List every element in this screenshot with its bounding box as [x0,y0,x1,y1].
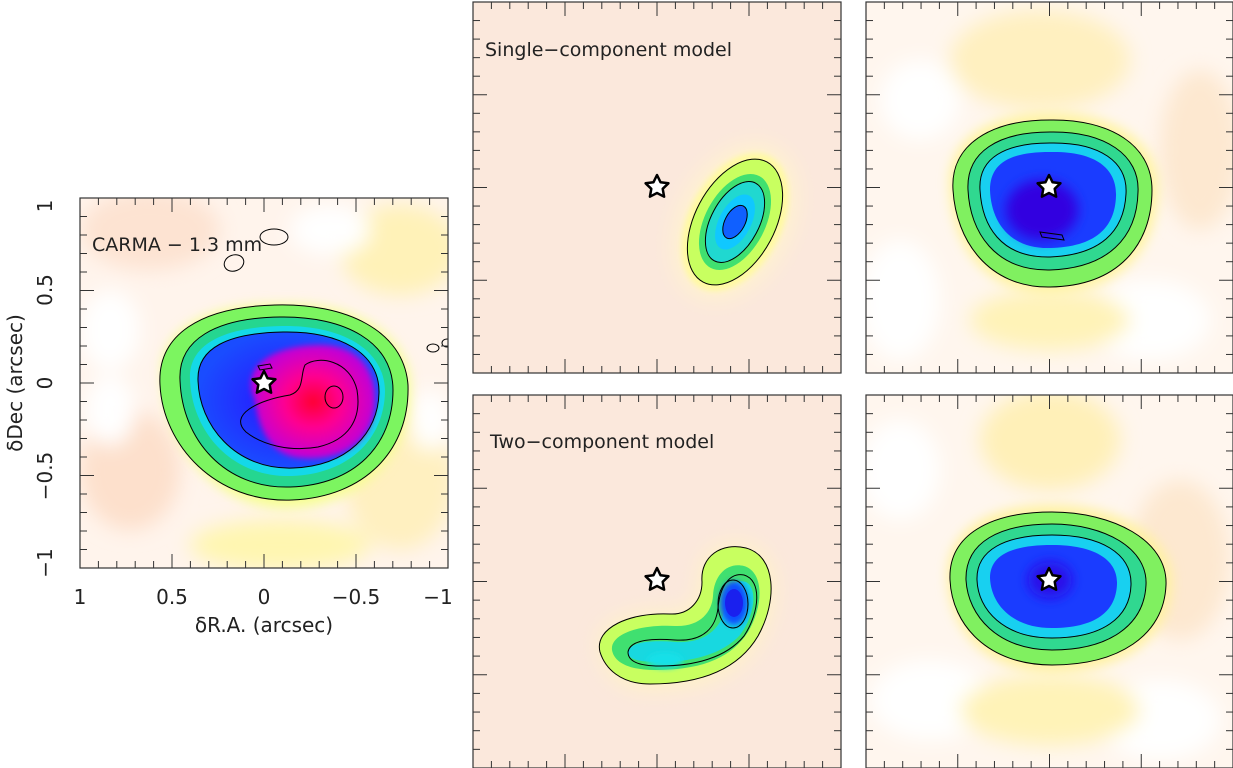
panel-frame [865,394,1233,768]
panel-frame [472,1,842,374]
panel-title: CARMA − 1.3 mm [92,234,262,256]
x-tick-label: 0 [258,585,271,609]
contours [952,119,1153,288]
x-tick-label: 1 [74,585,87,609]
panel-frame [865,1,1233,374]
contours [949,511,1167,666]
panel-title: Single−component model [485,39,732,61]
contours [598,546,772,685]
background-noise [80,198,448,568]
panel-two-component-model: Two−component model [472,394,842,768]
y-tick-label: 1 [33,200,57,213]
background-noise [866,10,1233,360]
axis-ticks [472,394,842,768]
panel-top-right [865,1,1233,374]
emission-map [947,505,1173,672]
panel-single-component-model: Single−component model [472,1,842,374]
panel-title: Two−component model [489,431,714,453]
x-tick-labels: 1 0.5 0 −0.5 −1 [74,585,453,609]
x-tick-label: −0.5 [332,585,381,609]
star-marker [644,566,670,591]
star-marker [1036,566,1062,591]
y-axis-label: δDec (arcsec) [3,314,27,452]
emission-map [159,304,411,509]
emission-map [671,143,799,301]
panel-frame [472,394,842,768]
y-tick-label: 0 [33,377,57,390]
x-tick-label: 0.5 [156,585,188,609]
star-marker [251,369,277,394]
y-tick-label: 0.5 [33,274,57,306]
y-tick-labels: 1 0.5 0 −0.5 −1 [33,200,57,578]
y-tick-label: −0.5 [33,452,57,501]
axis-ticks [865,1,1233,374]
x-axis-label: δR.A. (arcsec) [195,613,333,637]
emission-map [949,112,1159,294]
panel-frame [79,197,449,569]
panel-bottom-right [865,394,1233,768]
star-marker [644,173,670,198]
x-tick-label: −1 [423,585,452,609]
panel-carma: CARMA − 1.3 mm 1 0.5 0 −0.5 −1 1 0.5 0 −… [3,197,453,637]
star-marker [1036,173,1062,198]
y-tick-label: −1 [33,548,57,577]
